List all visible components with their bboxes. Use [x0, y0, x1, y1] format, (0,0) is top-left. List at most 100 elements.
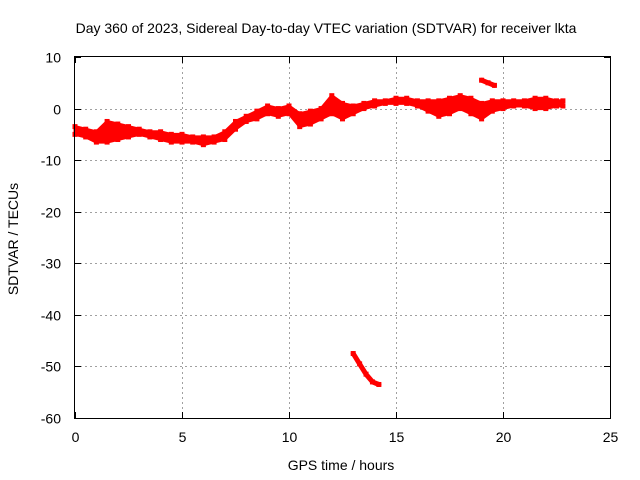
- x-tick-label: 20: [496, 429, 512, 445]
- grid: [75, 57, 610, 418]
- data-point: [393, 100, 399, 106]
- data-point: [468, 95, 474, 101]
- data-point: [357, 361, 363, 367]
- data-point: [404, 95, 410, 101]
- data-point: [560, 103, 566, 109]
- y-axis: 10 0 -10 -20 -30 -40 -50 -60: [41, 50, 610, 427]
- data-point: [404, 100, 410, 106]
- y-tick-label: -40: [41, 308, 61, 324]
- x-tick-label: 10: [282, 429, 298, 445]
- data-point: [318, 106, 324, 112]
- y-tick-label: -20: [41, 205, 61, 221]
- y-tick-label: -60: [41, 411, 61, 427]
- y-tick-label: -10: [41, 153, 61, 169]
- x-tick-label: 5: [179, 429, 187, 445]
- data-point: [361, 100, 367, 106]
- data-point: [521, 103, 527, 109]
- data-point: [275, 113, 281, 119]
- data-point: [491, 82, 497, 88]
- data-point: [136, 131, 142, 137]
- data-point: [479, 77, 485, 83]
- data-point: [179, 139, 185, 145]
- data-point: [190, 134, 196, 140]
- series-upper-arc: [479, 77, 497, 88]
- data-point: [126, 134, 131, 140]
- data-point: [104, 118, 110, 124]
- data-point: [190, 139, 196, 145]
- data-area: [72, 77, 566, 387]
- data-point: [500, 98, 506, 104]
- data-point: [286, 111, 292, 117]
- data-point: [361, 106, 367, 112]
- data-point: [554, 103, 559, 109]
- data-point: [479, 116, 485, 122]
- data-point: [147, 134, 153, 140]
- data-point: [425, 108, 431, 114]
- data-point: [532, 95, 538, 101]
- data-point: [350, 103, 356, 109]
- data-point: [436, 113, 442, 119]
- data-point: [436, 98, 442, 104]
- data-point: [158, 129, 164, 135]
- data-point: [115, 137, 121, 143]
- data-point: [489, 108, 495, 114]
- plot-frame: [74, 56, 611, 419]
- data-point: [350, 111, 356, 117]
- data-point: [254, 116, 260, 122]
- data-point: [168, 139, 174, 145]
- data-point: [329, 111, 335, 117]
- data-point: [457, 106, 463, 112]
- data-point: [222, 129, 228, 135]
- data-point: [414, 98, 420, 104]
- data-point: [136, 126, 142, 132]
- data-point: [329, 93, 335, 99]
- data-point: [382, 100, 388, 106]
- data-point: [275, 106, 281, 112]
- data-point: [265, 103, 271, 109]
- data-point: [376, 381, 382, 387]
- data-point: [340, 116, 345, 122]
- data-point: [447, 95, 452, 101]
- data-point: [200, 134, 206, 140]
- data-point: [307, 108, 313, 114]
- data-point: [369, 379, 375, 385]
- data-point: [200, 142, 206, 148]
- data-point: [93, 129, 99, 135]
- data-point: [307, 121, 313, 127]
- data-point: [363, 371, 369, 377]
- data-point: [93, 139, 99, 145]
- data-point: [222, 137, 228, 143]
- data-point: [500, 106, 506, 112]
- series-main-band-lower: [72, 100, 566, 148]
- data-point: [543, 106, 549, 112]
- data-point: [372, 98, 378, 104]
- series-low-arc: [350, 351, 382, 387]
- data-point: [104, 139, 110, 145]
- data-point: [340, 100, 345, 106]
- data-point: [179, 131, 185, 137]
- data-point: [393, 95, 399, 101]
- data-point: [382, 98, 388, 104]
- data-point: [233, 126, 238, 132]
- y-tick-label: 10: [45, 50, 61, 66]
- data-point: [233, 118, 238, 124]
- data-point: [297, 111, 303, 117]
- data-point: [254, 108, 260, 114]
- data-point: [532, 106, 538, 112]
- chart-title: Day 360 of 2023, Sidereal Day-to-day VTE…: [76, 20, 577, 36]
- y-tick-label: -50: [41, 359, 61, 375]
- data-point: [115, 121, 121, 127]
- x-axis-title: GPS time / hours: [288, 457, 395, 473]
- data-point: [425, 98, 431, 104]
- data-point: [468, 111, 474, 117]
- data-point: [414, 103, 420, 109]
- x-axis: 0 5 10 15 20 25: [72, 57, 618, 445]
- series-main-band-upper: [72, 93, 566, 140]
- y-axis-title: SDTVAR / TECUs: [5, 183, 21, 295]
- data-point: [168, 131, 174, 137]
- data-point: [350, 351, 356, 357]
- series-line: [350, 351, 382, 387]
- data-point: [485, 80, 491, 86]
- data-point: [265, 111, 271, 117]
